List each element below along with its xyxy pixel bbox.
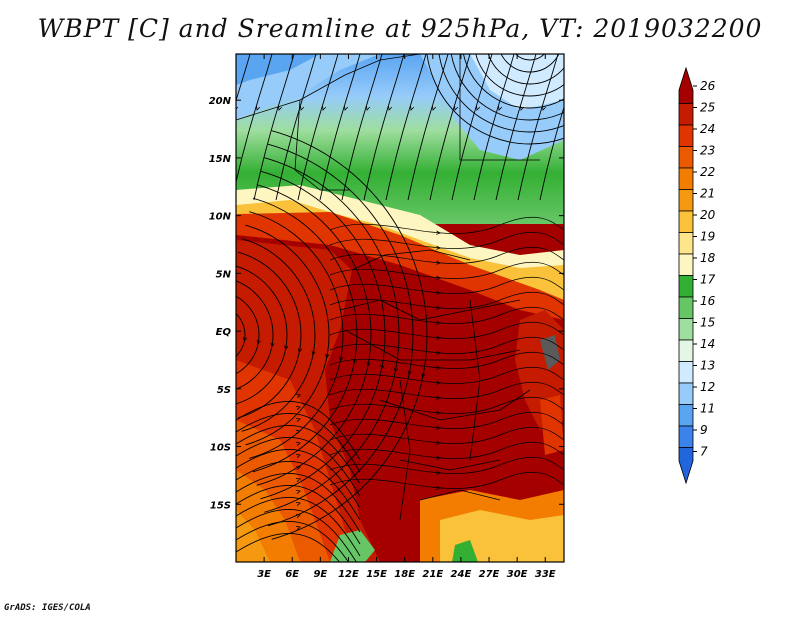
lon-tick-label: 30E bbox=[507, 569, 528, 580]
lat-tick-label: 5S bbox=[217, 385, 231, 396]
colorbar-label: 18 bbox=[700, 251, 716, 265]
colorbar-swatch bbox=[678, 210, 694, 233]
lat-tick-label: 5N bbox=[216, 269, 232, 280]
colorbar-swatch bbox=[678, 382, 694, 405]
colorbar-swatch bbox=[678, 425, 694, 448]
colorbar-label: 16 bbox=[700, 294, 716, 308]
lon-tick-label: 21E bbox=[422, 569, 443, 580]
colorbar-label: 19 bbox=[700, 230, 715, 244]
colorbar-label: 15 bbox=[700, 316, 715, 330]
colorbar-label: 7 bbox=[700, 445, 708, 459]
grads-credit: GrADS: IGES/COLA bbox=[4, 603, 91, 613]
colorbar-label: 11 bbox=[700, 402, 715, 416]
lon-tick-label: 6E bbox=[285, 569, 299, 580]
lat-tick-label: 10S bbox=[210, 443, 231, 454]
colorbar-label: 23 bbox=[700, 144, 715, 158]
lat-tick-label: 15S bbox=[210, 500, 231, 511]
colorbar-swatch bbox=[678, 275, 694, 298]
colorbar-label: 26 bbox=[700, 79, 716, 93]
colorbar-swatch bbox=[678, 447, 694, 485]
figure-title: WBPT [C] and Sreamline at 925hPa, VT: 20… bbox=[37, 14, 763, 43]
country-borders bbox=[236, 54, 540, 521]
lat-tick-label: EQ bbox=[216, 327, 232, 338]
colorbar-label: 14 bbox=[700, 337, 715, 351]
lon-tick-label: 18E bbox=[394, 569, 415, 580]
wbpt-field bbox=[236, 54, 564, 562]
colorbar-swatch bbox=[678, 318, 694, 341]
lon-tick-label: 27E bbox=[479, 569, 500, 580]
colorbar-swatch bbox=[678, 339, 694, 362]
colorbar-label: 13 bbox=[700, 359, 715, 373]
lon-tick-label: 24E bbox=[451, 569, 472, 580]
colorbar-swatch bbox=[678, 103, 694, 126]
colorbar-label: 9 bbox=[700, 423, 708, 437]
colorbar-label: 25 bbox=[700, 101, 715, 115]
lat-tick-label: 10N bbox=[209, 212, 232, 223]
colorbar-swatch bbox=[678, 124, 694, 147]
lon-tick-label: 9E bbox=[313, 569, 327, 580]
lon-tick-label: 12E bbox=[338, 569, 359, 580]
colorbar-label: 12 bbox=[700, 380, 715, 394]
map-frame bbox=[235, 53, 565, 563]
colorbar-label: 20 bbox=[700, 208, 716, 222]
colorbar-label: 21 bbox=[700, 187, 715, 201]
colorbar: 26 25 24 23 22 21 20 19 18 17 16 15 14 13 12 11 9 7 bbox=[678, 66, 716, 485]
colorbar-swatch bbox=[678, 232, 694, 255]
colorbar-label: 22 bbox=[700, 165, 715, 179]
lon-tick-label: 33E bbox=[535, 569, 556, 580]
lat-tick-label: 15N bbox=[209, 154, 232, 165]
colorbar-swatch bbox=[678, 253, 694, 276]
colorbar-swatch bbox=[678, 189, 694, 212]
colorbar-label: 17 bbox=[700, 273, 716, 287]
lon-tick-label: 15E bbox=[366, 569, 387, 580]
colorbar-swatch bbox=[678, 296, 694, 319]
colorbar-label: 24 bbox=[700, 122, 715, 136]
colorbar-swatch bbox=[678, 361, 694, 384]
lon-tick-label: 3E bbox=[257, 569, 271, 580]
colorbar-swatch bbox=[678, 66, 694, 104]
colorbar-swatch bbox=[678, 146, 694, 169]
colorbar-swatch bbox=[678, 167, 694, 190]
axis-ticks: 3E 6E 9E 12E 15E 18E 21E 24E 27E 30E 33E 20N 15N 10N 5… bbox=[209, 54, 564, 580]
colorbar-swatch bbox=[678, 404, 694, 427]
lat-tick-label: 20N bbox=[209, 96, 232, 107]
